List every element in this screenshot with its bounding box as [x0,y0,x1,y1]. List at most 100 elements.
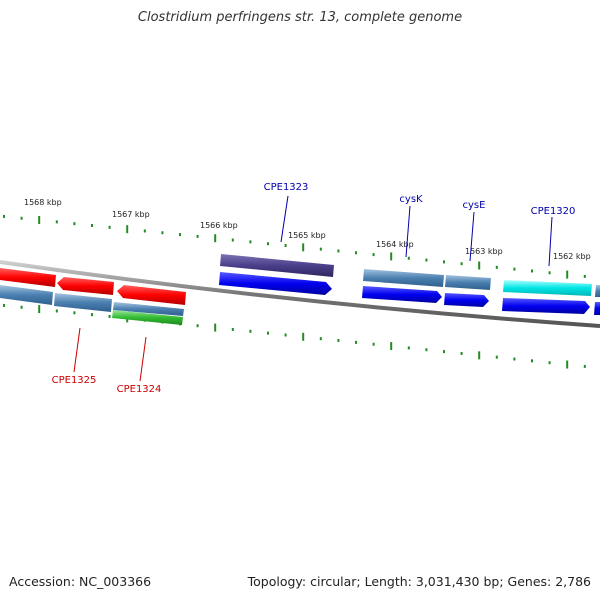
minor-tick [319,247,322,251]
major-tick [214,234,217,243]
minor-tick [249,329,252,333]
minor-tick [284,244,287,248]
gene-label-cpe1324: CPE1324 [117,384,162,395]
minor-tick [179,233,181,237]
major-tick [214,323,217,332]
minor-tick [267,242,269,246]
feature-steel[interactable] [363,269,444,287]
minor-tick [3,303,5,307]
cds-reverse-arrow[interactable] [117,285,186,305]
cds-reverse-arrow[interactable] [0,268,56,287]
cds-reverse-arrow[interactable] [57,277,114,295]
minor-tick [495,265,498,269]
gene-leader-line [405,205,411,258]
major-tick [38,305,41,314]
gene-leader-line [548,216,553,267]
feature-purple[interactable] [220,254,334,277]
minor-tick [55,220,58,224]
minor-tick [20,305,23,309]
gene-leader-line [139,336,147,382]
minor-tick [143,229,146,233]
minor-tick [531,269,533,273]
minor-tick [495,355,498,359]
minor-tick [407,346,410,350]
feature-green[interactable] [112,310,183,325]
accession-label: Accession: NC_003366 [9,574,152,589]
minor-tick [443,350,445,354]
minor-tick [337,249,340,253]
major-tick [390,342,393,351]
gene-label-cysk: cysK [399,194,423,205]
minor-tick [355,251,357,255]
minor-tick [73,222,76,226]
major-tick [478,261,481,270]
minor-tick [337,339,340,343]
kbp-label-1568: 1568 kbp [24,198,62,207]
minor-tick [407,256,410,260]
minor-tick [231,327,234,331]
minor-tick [425,348,428,352]
minor-tick [443,260,445,264]
major-tick [566,270,569,279]
minor-tick [548,271,551,275]
genome-backbone [0,260,600,328]
genome-summary: Topology: circular; Length: 3,031,430 bp… [247,574,591,589]
cds-forward-arrow[interactable] [502,298,590,314]
feature-cyan[interactable] [503,280,592,296]
map-title: Clostridium perfringens str. 13, complet… [137,10,463,25]
minor-tick [372,253,375,257]
gene-label-cpe1323: CPE1323 [264,182,309,193]
upper-tick-row [3,214,586,279]
minor-tick [20,216,23,220]
feature-steel[interactable] [445,275,491,290]
minor-tick [91,224,93,228]
gene-leader-line [280,195,289,243]
gene-label-cpe1325: CPE1325 [52,375,97,386]
major-tick [38,216,41,225]
major-tick [302,243,305,252]
cds-forward-arrow[interactable] [219,272,332,295]
minor-tick [425,258,428,262]
minor-tick [372,342,375,346]
feature-steel[interactable] [113,302,184,316]
cds-forward-arrow[interactable] [444,293,489,307]
major-tick [390,252,393,261]
minor-tick [108,315,111,319]
feature-steel[interactable] [54,293,112,312]
minor-tick [460,262,463,266]
lower-tick-row [3,303,586,369]
major-tick [126,225,129,234]
minor-tick [460,351,463,355]
minor-tick [55,309,58,313]
minor-tick [73,311,76,315]
major-tick [566,360,569,369]
minor-tick [319,337,322,341]
cds-forward-arrow[interactable] [594,302,600,315]
minor-tick [583,274,586,278]
minor-tick [108,225,111,229]
cds-forward-arrow[interactable] [362,286,442,303]
minor-tick [583,364,586,368]
major-tick [302,332,305,341]
minor-tick [231,238,234,242]
gene-label-cyse: cysE [463,200,486,211]
feature-steel[interactable] [595,285,600,297]
kbp-label-1564: 1564 kbp [376,240,414,249]
kbp-label-1567: 1567 kbp [112,210,150,219]
minor-tick [3,214,5,218]
major-tick [478,351,481,360]
gene-label-cpe1320: CPE1320 [531,206,576,217]
kbp-label-1562: 1562 kbp [553,252,591,261]
minor-tick [284,333,287,337]
minor-tick [513,267,516,271]
feature-steel[interactable] [0,285,53,305]
gene-leader-line [469,211,475,262]
gene-leader-line [73,327,81,373]
minor-tick [91,313,93,317]
minor-tick [531,359,533,363]
minor-tick [249,240,252,244]
minor-tick [196,324,199,328]
kbp-label-1566: 1566 kbp [200,221,238,230]
minor-tick [161,231,164,235]
